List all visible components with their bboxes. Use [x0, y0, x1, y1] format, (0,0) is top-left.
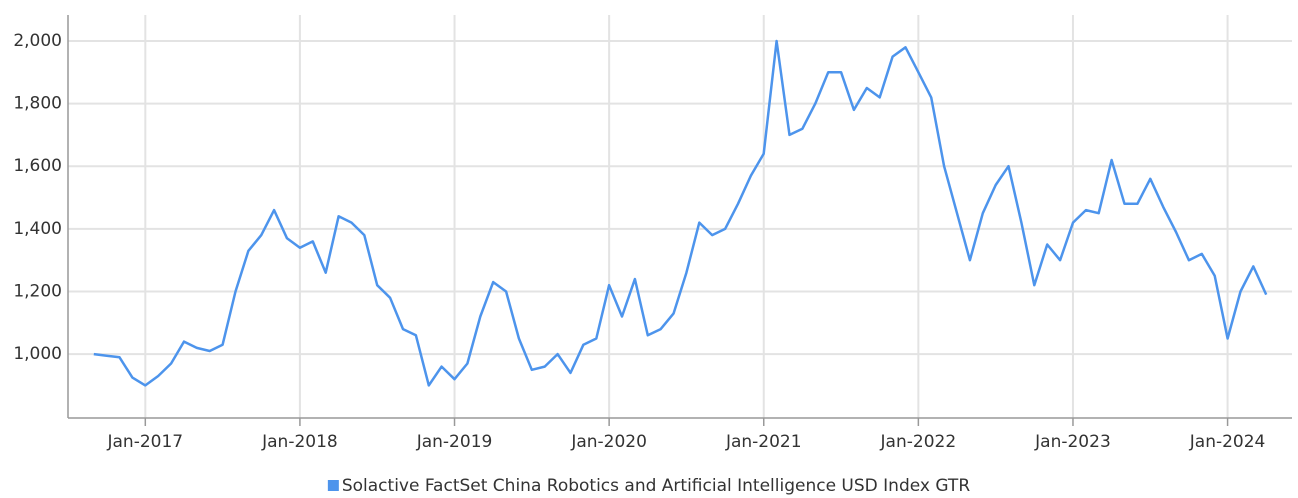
x-tick-label: Jan-2020	[570, 432, 647, 452]
y-tick-label: 1,800	[13, 94, 62, 114]
legend-swatch	[327, 480, 339, 491]
y-tick-label: 1,000	[13, 344, 62, 364]
y-tick-label: 1,200	[13, 281, 62, 301]
x-tick-label: Jan-2021	[725, 432, 802, 452]
x-tick-label: Jan-2019	[416, 432, 493, 452]
x-tick-label: Jan-2023	[1034, 432, 1111, 452]
x-tick-label: Jan-2018	[261, 432, 338, 452]
x-tick-label: Jan-2017	[107, 432, 184, 452]
x-tick-label: Jan-2022	[880, 432, 957, 452]
y-tick-label: 1,400	[13, 219, 62, 239]
line-series	[93, 39, 1268, 387]
y-tick-label: 1,600	[13, 156, 62, 176]
legend-label: Solactive FactSet China Robotics and Art…	[342, 476, 970, 496]
y-tick-label: 2,000	[13, 31, 62, 51]
x-tick-label: Jan-2024	[1189, 432, 1266, 452]
